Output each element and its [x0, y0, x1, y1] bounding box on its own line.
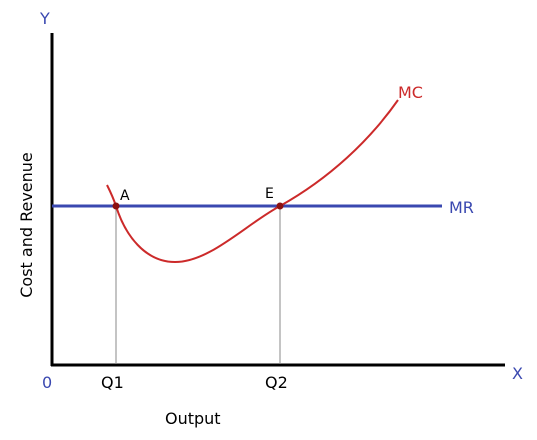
q2-label: Q2 [265, 373, 288, 392]
point-a [112, 202, 120, 210]
mc-label: MC [398, 83, 423, 102]
mr-label: MR [449, 198, 474, 217]
mc-curve [106, 99, 399, 264]
y-title: Cost and Revenue [17, 152, 36, 298]
point-a-label: A [120, 188, 130, 204]
point-e [276, 202, 284, 210]
origin-label: 0 [42, 373, 52, 392]
q1-label: Q1 [101, 373, 124, 392]
x-title: Output [165, 409, 221, 428]
y-axis-label: Y [39, 9, 50, 28]
x-axis-label: X [512, 364, 523, 383]
point-e-label: E [265, 186, 274, 202]
